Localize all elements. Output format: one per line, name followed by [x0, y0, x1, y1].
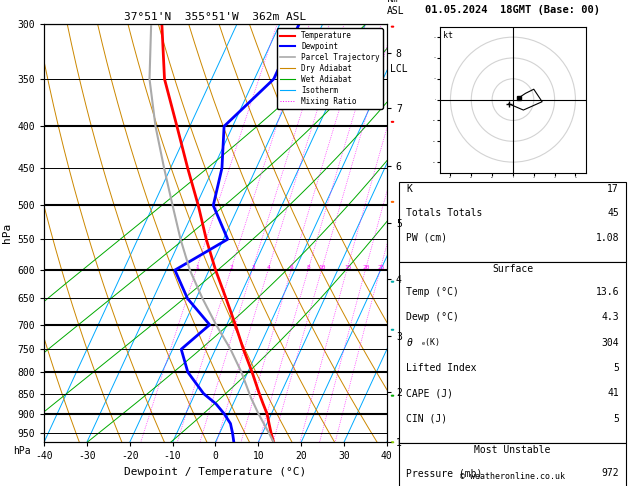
Text: PW (cm): PW (cm) [406, 233, 447, 243]
Text: 45: 45 [608, 208, 619, 218]
Text: CIN (J): CIN (J) [406, 414, 447, 424]
Title: 37°51'N  355°51'W  362m ASL: 37°51'N 355°51'W 362m ASL [125, 12, 306, 22]
Text: Temp (°C): Temp (°C) [406, 287, 459, 297]
FancyBboxPatch shape [399, 262, 626, 443]
Text: © weatheronline.co.uk: © weatheronline.co.uk [460, 472, 565, 481]
Text: Surface: Surface [492, 264, 533, 274]
Text: 4.3: 4.3 [601, 312, 619, 323]
Text: 25: 25 [377, 265, 384, 270]
Legend: Temperature, Dewpoint, Parcel Trajectory, Dry Adiabat, Wet Adiabat, Isotherm, Mi: Temperature, Dewpoint, Parcel Trajectory… [277, 28, 383, 109]
Text: 1: 1 [195, 265, 199, 270]
Text: 304: 304 [601, 338, 619, 348]
Text: km
ASL: km ASL [387, 0, 404, 16]
Text: 972: 972 [601, 468, 619, 478]
Text: Most Unstable: Most Unstable [474, 445, 551, 455]
Text: hPa: hPa [13, 447, 31, 456]
Text: ₑ(K): ₑ(K) [421, 338, 441, 347]
Text: Pressure (mb): Pressure (mb) [406, 468, 482, 478]
Text: θ: θ [406, 338, 412, 348]
Text: 01.05.2024  18GMT (Base: 00): 01.05.2024 18GMT (Base: 00) [425, 5, 600, 15]
Text: 8: 8 [307, 265, 311, 270]
Text: Lifted Index: Lifted Index [406, 363, 477, 373]
Text: 17: 17 [608, 184, 619, 194]
Text: Mixing Ratio (g/kg): Mixing Ratio (g/kg) [434, 207, 443, 302]
Text: 3: 3 [251, 265, 255, 270]
Text: 41: 41 [608, 388, 619, 399]
Text: 4: 4 [267, 265, 271, 270]
Text: 20: 20 [362, 265, 370, 270]
Text: 1.08: 1.08 [596, 233, 619, 243]
FancyBboxPatch shape [399, 443, 626, 486]
X-axis label: Dewpoint / Temperature (°C): Dewpoint / Temperature (°C) [125, 467, 306, 477]
Text: Dewp (°C): Dewp (°C) [406, 312, 459, 323]
Text: K: K [406, 184, 412, 194]
Text: 13.6: 13.6 [596, 287, 619, 297]
Text: 10: 10 [319, 265, 326, 270]
Y-axis label: hPa: hPa [2, 223, 12, 243]
Text: kt: kt [443, 31, 453, 40]
Text: 2: 2 [230, 265, 233, 270]
FancyBboxPatch shape [399, 182, 626, 262]
Text: CAPE (J): CAPE (J) [406, 388, 454, 399]
Text: LCL: LCL [390, 64, 408, 74]
Text: 6: 6 [290, 265, 294, 270]
Text: 5: 5 [613, 414, 619, 424]
Text: 5: 5 [613, 363, 619, 373]
Text: Totals Totals: Totals Totals [406, 208, 482, 218]
Text: 15: 15 [344, 265, 352, 270]
